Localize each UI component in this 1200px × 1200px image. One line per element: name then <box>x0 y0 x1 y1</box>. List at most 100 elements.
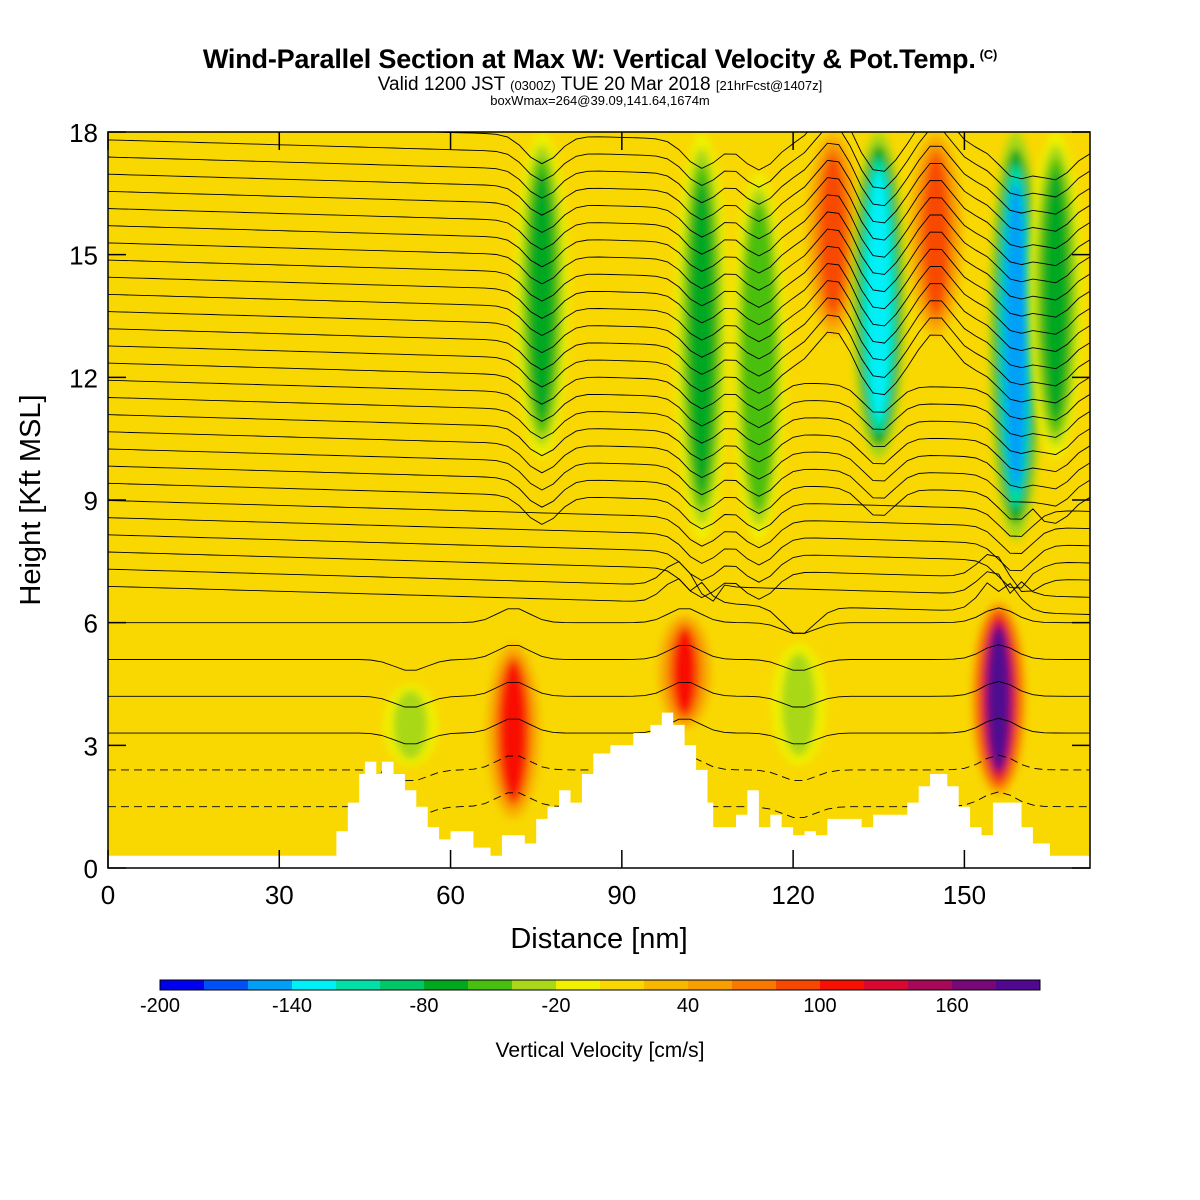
y-tick-label: 15 <box>69 241 98 271</box>
y-tick-label: 0 <box>84 854 98 884</box>
x-tick-label: 90 <box>607 880 636 910</box>
theta-contour-line <box>108 578 1090 634</box>
theta-contour-line <box>108 331 1090 404</box>
velocity-feature-downdraft <box>851 132 906 460</box>
theta-contour-line <box>108 607 1090 634</box>
theta-contour-line <box>108 280 1090 352</box>
theta-contour-line <box>108 228 1090 301</box>
colorbar-swatch <box>204 980 249 990</box>
colorbar-swatch <box>776 980 821 990</box>
y-axis: 0 3 6 9 12 15 18 <box>69 118 1090 884</box>
x-axis: 0 30 60 90 120 150 <box>101 132 986 910</box>
y-tick-label: 6 <box>84 609 98 639</box>
box-wmax-text: boxWmax=264@39.09,141.64,1674m <box>490 93 710 108</box>
velocity-feature-downdraft <box>771 643 826 766</box>
colorbar-tick-label: -200 <box>140 995 180 1017</box>
theta-contour-line <box>108 397 1090 456</box>
theta-contour-line <box>108 314 1090 387</box>
velocity-feature-layer <box>1003 181 1028 492</box>
velocity-feature-layer <box>501 664 526 798</box>
colorbar-tick-label: -20 <box>542 995 571 1017</box>
colorbar-swatch <box>248 980 293 990</box>
velocity-feature-layer <box>986 625 1011 772</box>
colorbar-swatch <box>908 980 953 990</box>
colorbar-swatch <box>160 980 205 990</box>
y-tick-label: 3 <box>84 731 98 761</box>
colorbar-tick-label: 40 <box>677 995 699 1017</box>
colorbar-swatch <box>996 980 1041 990</box>
colorbar-tick-label: 160 <box>935 995 968 1017</box>
colorbar-swatch <box>600 980 645 990</box>
box-wmax-line: boxWmax=264@39.09,141.64,1674m <box>0 93 1200 108</box>
velocity-feature-layer <box>689 181 714 492</box>
theta-contour-line <box>108 681 1090 708</box>
colorbar-swatch <box>644 980 689 990</box>
valid-zulu: (0300Z) <box>510 78 556 93</box>
forecast-info: [21hrFcst@1407z] <box>715 78 823 93</box>
theta-contour-line <box>108 297 1090 370</box>
colorbar-tick-label: -140 <box>272 995 312 1017</box>
x-tick-label: 120 <box>771 880 814 910</box>
colorbar-swatch <box>424 980 469 990</box>
theta-contour-line <box>108 560 1090 602</box>
velocity-feature-updraft <box>486 643 541 819</box>
theta-contour-line <box>108 517 1090 572</box>
valid-date: TUE 20 Mar 2018 <box>560 74 711 95</box>
valid-time-line: Valid 1200 JST (0300Z) TUE 20 Mar 2018 [… <box>0 74 1200 96</box>
theta-contour-line <box>108 159 1090 232</box>
velocity-feature-layer <box>923 156 948 312</box>
velocity-feature-layer <box>746 217 771 497</box>
velocity-feature-updraft <box>971 602 1026 795</box>
colorbar-tick-label: 100 <box>803 995 836 1017</box>
colorbar-swatch <box>292 980 337 990</box>
theta-contour-line <box>108 500 1090 554</box>
y-tick-label: 9 <box>84 486 98 516</box>
velocity-feature-layer <box>672 628 697 716</box>
valid-prefix: Valid 1200 JST <box>377 74 505 95</box>
velocity-feature-downdraft <box>383 684 438 766</box>
colorbar-swatch <box>688 980 733 990</box>
theta-contour-line <box>418 132 1090 181</box>
x-tick-label: 30 <box>265 880 294 910</box>
terrain-fill <box>108 712 1090 868</box>
velocity-feature-layer <box>866 171 891 420</box>
theta-contour-line <box>108 717 1090 745</box>
velocity-feature-downdraft <box>988 132 1043 541</box>
x-tick-label: 60 <box>436 880 465 910</box>
chart-title-text: Wind-Parallel Section at Max W: Vertical… <box>202 44 976 74</box>
theta-contour-line <box>108 551 1090 600</box>
velocity-feature-layer <box>529 171 554 420</box>
velocity-feature-downdraft <box>514 132 569 460</box>
colorbar-swatch <box>468 980 513 990</box>
velocity-feature-layer <box>398 693 423 756</box>
copyright-mark: (C) <box>979 47 998 62</box>
x-tick-label: 150 <box>943 880 986 910</box>
theta-contour-line <box>108 534 1090 589</box>
colorbar-tick-label: -80 <box>410 995 439 1017</box>
theta-contour-line <box>108 448 1090 507</box>
velocity-feature-updraft <box>657 614 712 729</box>
velocity-feature-layer <box>1043 171 1068 420</box>
theta-contour-line <box>108 379 1090 438</box>
colorbar-swatch <box>732 980 777 990</box>
x-axis-title: Distance [nm] <box>510 923 687 955</box>
theta-contour-line <box>108 245 1090 318</box>
theta-contour-line <box>108 177 1090 249</box>
colorbar-title: Vertical Velocity [cm/s] <box>496 1039 705 1062</box>
theta-contour-line <box>108 431 1090 490</box>
velocity-feature-updraft <box>806 132 861 337</box>
theta-contour-line <box>108 465 1090 524</box>
colorbar-swatch <box>336 980 381 990</box>
colorbar-swatch <box>864 980 909 990</box>
theta-contour-line <box>108 482 1090 537</box>
theta-contour-line <box>108 132 1090 198</box>
theta-contour-line <box>108 644 1090 671</box>
theta-contour-line <box>108 263 1090 335</box>
chart-title: Wind-Parallel Section at Max W: Vertical… <box>0 44 1200 75</box>
theta-contour-line <box>108 211 1090 284</box>
velocity-feature-layer <box>786 657 811 752</box>
y-tick-label: 12 <box>69 363 98 393</box>
x-tick-label: 0 <box>101 880 115 910</box>
theta-contour-line <box>108 142 1090 215</box>
